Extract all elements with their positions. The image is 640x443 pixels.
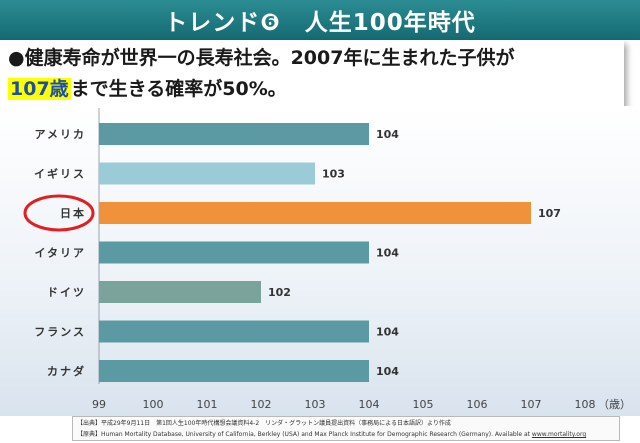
x-tick-label-1: 100 [143, 398, 164, 411]
bar-chart: 104 アメリカ 103 イギリス 107 日本 104 イタリア 102 ドイツ 104 フランス 1… [23, 108, 631, 411]
bar-3 [99, 241, 369, 264]
headline-box: ●健康寿命が世界一の長寿社会。2007年に生まれた子供が 107歳 まで生きる確率… [0, 40, 624, 107]
data-label-5: 104 [376, 326, 399, 339]
slide-title: トレンド❻ 人生100年時代 [164, 10, 476, 36]
bar-6 [99, 360, 369, 382]
bar-1 [99, 162, 315, 185]
x-tick-label-3: 102 [251, 398, 272, 411]
x-tick-label-7: 106 [467, 398, 488, 411]
category-label-0: アメリカ [35, 128, 86, 141]
x-tick-label-4: 103 [305, 398, 326, 411]
chart-area: 104 アメリカ 103 イギリス 107 日本 104 イタリア 102 ドイツ 104 フランス 1… [0, 106, 640, 416]
data-label-0: 104 [376, 128, 399, 141]
headline-line-2: 107歳 まで生きる確率が50%。 [8, 74, 287, 101]
data-label-6: 104 [376, 365, 399, 378]
headline-line-1: ●健康寿命が世界一の長寿社会。2007年に生まれた子供が [8, 47, 515, 69]
source-box: 【出典】平成29年9月11日 第1回人生100年時代構想会議資料4-2 リンダ・… [72, 416, 620, 441]
category-label-2: 日本 [60, 206, 86, 220]
category-label-1: イギリス [34, 167, 86, 181]
data-label-1: 103 [322, 168, 345, 181]
source-link[interactable]: www.mortality.org [531, 431, 587, 438]
headline-line-2-rest: まで生きる確率が50%。 [70, 78, 287, 100]
x-tick-label-9: 108 [575, 398, 596, 411]
headline-highlight: 107歳 [8, 78, 71, 100]
category-label-3: イタリア [34, 247, 86, 260]
source-line-2-prefix: 【原典】Human Mortality Database, University… [77, 431, 532, 438]
x-tick-label-6: 105 [413, 398, 434, 411]
x-tick-label-0: 99 [92, 398, 106, 411]
title-bar: トレンド❻ 人生100年時代 [0, 0, 640, 40]
data-label-2: 107 [538, 207, 561, 220]
x-tick-label-2: 101 [197, 398, 218, 411]
bar-0 [99, 123, 369, 145]
x-tick-label-5: 104 [359, 398, 380, 411]
category-label-4: ドイツ [47, 286, 86, 299]
data-label-3: 104 [376, 247, 399, 260]
japan-highlight-circle [23, 194, 95, 232]
bar-2 [99, 202, 531, 224]
bar-4 [99, 281, 261, 303]
data-label-4: 102 [268, 286, 291, 299]
x-tick-label-8: 107 [521, 398, 542, 411]
category-label-5: フランス [34, 326, 86, 339]
bar-5 [99, 320, 369, 343]
source-line-2: 【原典】Human Mortality Database, University… [77, 429, 615, 440]
category-label-6: カナダ [47, 364, 86, 378]
x-unit-label: （歳） [598, 398, 631, 411]
source-line-1: 【出典】平成29年9月11日 第1回人生100年時代構想会議資料4-2 リンダ・… [77, 420, 451, 427]
